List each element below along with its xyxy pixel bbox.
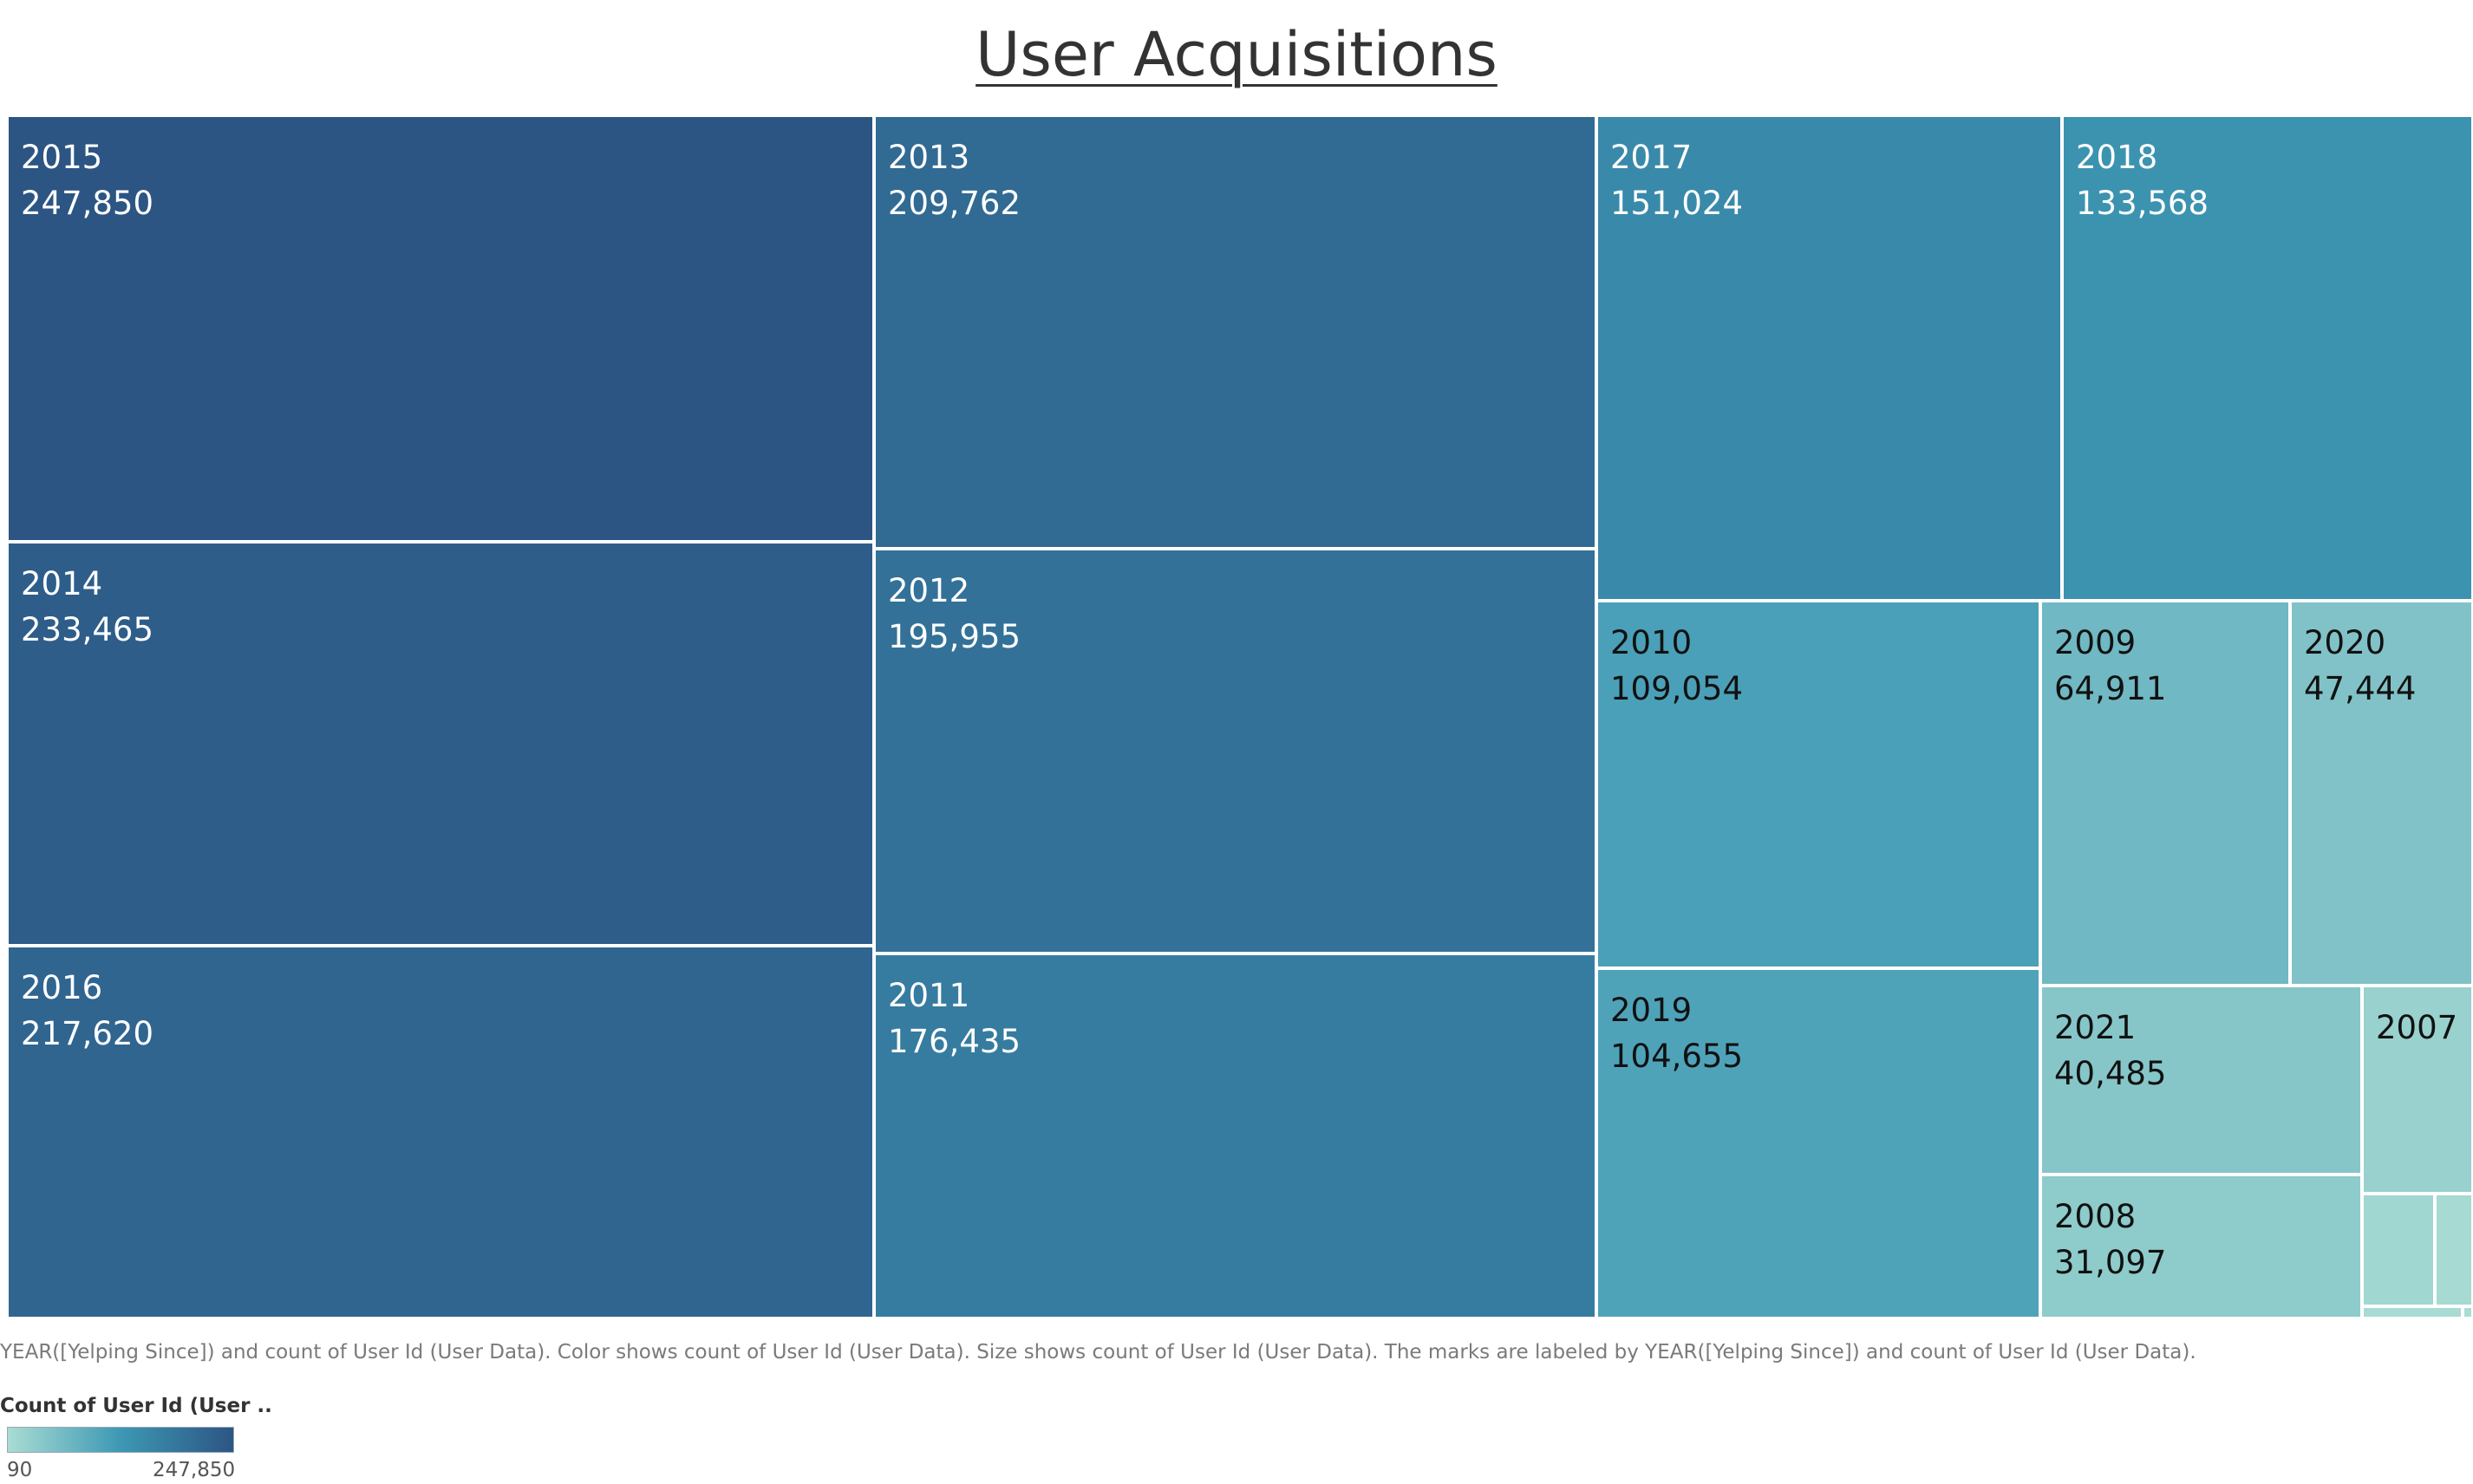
treemap-tile-2008[interactable]: 2008 31,097 [2040,1175,2362,1318]
tile-label: 2010 109,054 [1610,620,1743,712]
tile-value: 176,435 [888,1023,1021,1060]
tile-year: 2012 [888,572,970,609]
tile-year: 2015 [21,139,103,176]
tile-value: 217,620 [21,1015,154,1052]
tile-label: 2015 247,850 [21,134,153,226]
tile-year: 2019 [1610,992,1693,1029]
tile-label: 2016 217,620 [21,965,153,1057]
tile-year: 2014 [21,565,103,602]
treemap-tile-2012[interactable]: 2012 195,955 [874,549,1596,954]
tile-label: 2012 195,955 [888,568,1021,660]
tile-label: 2017 151,024 [1610,134,1743,226]
tile-value: 104,655 [1610,1038,1744,1075]
treemap-tile-2018[interactable]: 2018 133,568 [2062,115,2473,601]
treemap-tile-2016[interactable]: 2016 217,620 [7,946,874,1318]
tile-value: 64,911 [2054,670,2167,707]
tile-value: 209,762 [888,185,1021,222]
tile-year: 2013 [888,139,970,176]
tile-value: 247,850 [21,185,154,222]
treemap-tile-2009[interactable]: 2009 64,911 [2040,601,2290,986]
tile-label: 2020 47,444 [2304,620,2416,712]
tile-year: 2009 [2054,624,2137,661]
treemap-tile-2017[interactable]: 2017 151,024 [1596,115,2062,601]
tile-label: 2019 104,655 [1610,987,1743,1079]
treemap-tile-small[interactable] [2362,1306,2463,1318]
treemap-tile-small[interactable] [2362,1194,2435,1306]
tile-value: 151,024 [1610,185,1744,222]
tile-label: 2018 133,568 [2076,134,2209,226]
tile-value: 47,444 [2304,670,2417,707]
tile-value: 40,485 [2054,1055,2167,1092]
tile-year: 2016 [21,969,103,1006]
tile-label: 2013 209,762 [888,134,1021,226]
tile-label: 2009 64,911 [2054,620,2166,712]
legend-title: Count of User Id (User .. [0,1395,272,1417]
tile-year: 2021 [2054,1009,2137,1046]
tile-label: 2008 31,097 [2054,1194,2166,1285]
treemap-tile-small[interactable] [2463,1306,2473,1318]
tile-label: 2014 233,465 [21,561,153,653]
tile-value: 109,054 [1610,670,1744,707]
tile-label: 2011 176,435 [888,973,1021,1064]
tile-value: 195,955 [888,618,1021,655]
tile-label: 2007 [2376,1005,2457,1051]
tile-value: 31,097 [2054,1244,2167,1281]
tile-value: 233,465 [21,611,154,648]
tile-label: 2021 40,485 [2054,1005,2166,1097]
tile-year: 2018 [2076,139,2158,176]
treemap-tile-2015[interactable]: 2015 247,850 [7,115,874,542]
treemap: 2015 247,850 2014 233,465 2016 217,620 2013 209… [7,115,2473,1318]
treemap-tile-2021[interactable]: 2021 40,485 [2040,986,2362,1175]
legend-min-label: 90 [7,1459,33,1481]
tile-year: 2017 [1610,139,1693,176]
treemap-tile-small[interactable] [2435,1194,2473,1306]
treemap-tile-2007[interactable]: 2007 [2362,986,2473,1194]
tile-value: 133,568 [2076,185,2209,222]
legend-max-label: 247,850 [153,1459,236,1481]
tile-year: 2020 [2304,624,2386,661]
tile-year: 2011 [888,977,970,1014]
chart-caption: YEAR([Yelping Since]) and count of User … [0,1341,2196,1364]
color-legend-gradient [7,1427,234,1453]
treemap-tile-2013[interactable]: 2013 209,762 [874,115,1596,549]
tile-year: 2010 [1610,624,1693,661]
treemap-tile-2019[interactable]: 2019 104,655 [1596,968,2040,1318]
treemap-tile-2011[interactable]: 2011 176,435 [874,954,1596,1318]
treemap-tile-2020[interactable]: 2020 47,444 [2290,601,2473,986]
treemap-tile-2014[interactable]: 2014 233,465 [7,542,874,946]
treemap-tile-2010[interactable]: 2010 109,054 [1596,601,2040,968]
tile-year: 2008 [2054,1198,2137,1235]
tile-year: 2007 [2376,1009,2458,1046]
chart-title: User Acquisitions [975,19,1498,90]
